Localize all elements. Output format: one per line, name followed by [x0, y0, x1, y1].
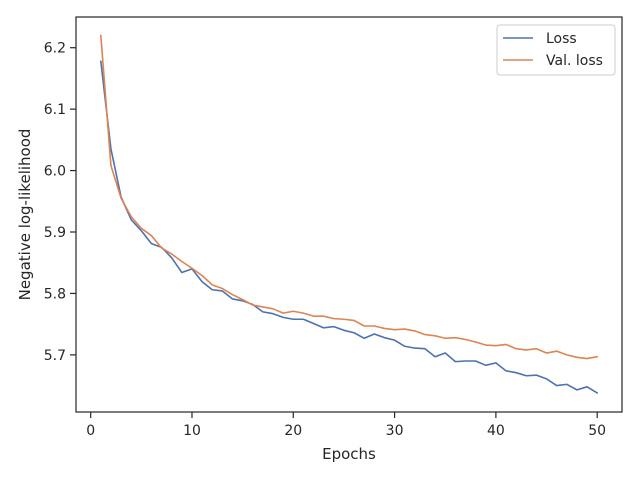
y-tick-label: 6.2 — [44, 41, 66, 57]
x-tick-label: 50 — [588, 423, 606, 439]
x-axis-label: Epochs — [322, 445, 376, 463]
y-tick-label: 5.8 — [44, 286, 66, 302]
y-tick-label: 6.1 — [44, 102, 66, 118]
x-tick-label: 10 — [183, 423, 201, 439]
plot-frame — [75, 16, 623, 413]
x-tick-label: 30 — [386, 423, 404, 439]
y-axis-label: Negative log-likelihood — [16, 129, 34, 301]
x-tick-label: 40 — [487, 423, 505, 439]
x-tick-label: 20 — [284, 423, 302, 439]
series-line-loss — [100, 60, 598, 394]
y-tick-label: 6.0 — [44, 164, 66, 180]
legend: Loss Val. loss — [496, 24, 616, 76]
legend-label-val-loss: Val. loss — [546, 53, 603, 69]
series-line-val-loss — [100, 34, 598, 360]
y-tick-label: 5.9 — [44, 225, 66, 241]
y-tick-label: 5.7 — [44, 348, 66, 364]
series-layer — [100, 34, 598, 394]
x-tick-label: 0 — [86, 423, 95, 439]
x-axis-ticks: 0 10 20 30 40 50 — [86, 412, 606, 439]
y-axis-ticks: 5.7 5.8 5.9 6.0 6.1 6.2 — [44, 41, 76, 364]
legend-label-loss: Loss — [546, 31, 577, 47]
